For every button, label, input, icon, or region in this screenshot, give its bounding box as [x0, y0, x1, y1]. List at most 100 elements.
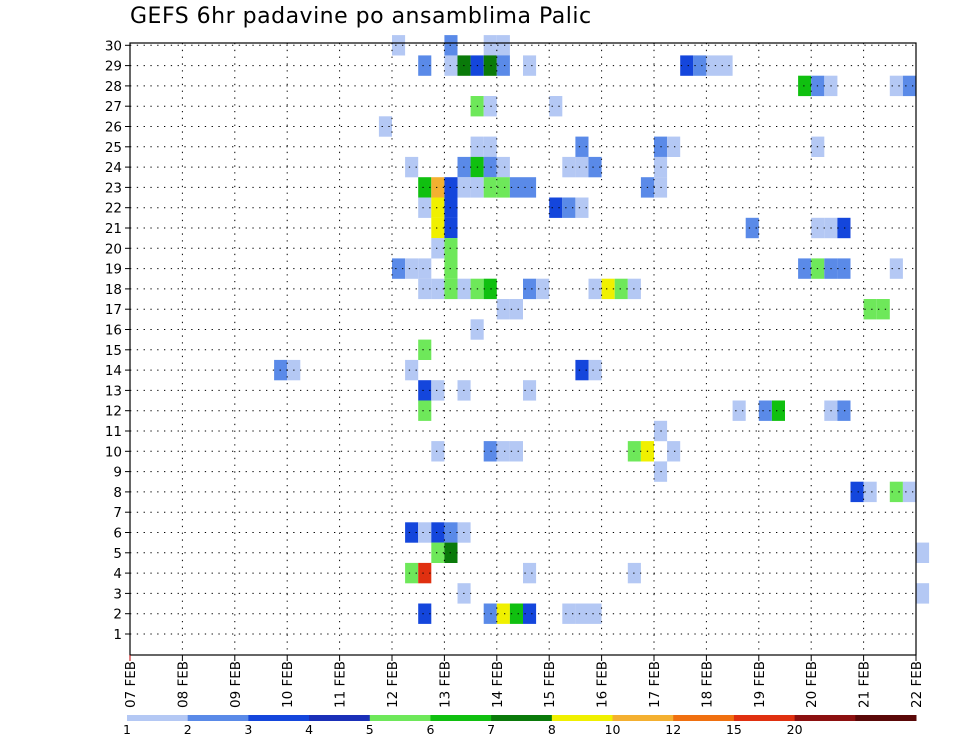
- heatmap-cell: [431, 278, 445, 300]
- colorbar-swatch: [855, 715, 917, 721]
- heatmap-cell: [418, 258, 432, 279]
- heatmap-cell: [575, 136, 589, 157]
- y-tick-label: 8: [113, 485, 122, 501]
- heatmap-cell: [889, 75, 903, 97]
- heatmap-cell: [745, 217, 759, 239]
- heatmap-cell: [405, 156, 419, 178]
- colorbar-swatch: [430, 715, 492, 721]
- heatmap-cell: [483, 441, 497, 462]
- heatmap-cells: [274, 35, 930, 624]
- y-tick-label: 5: [113, 546, 122, 562]
- x-tick-label: 12 FEB: [385, 661, 401, 708]
- y-tick-label: 2: [113, 607, 122, 623]
- heatmap-cell: [758, 400, 772, 421]
- heatmap-cell: [418, 380, 432, 401]
- heatmap-cell: [549, 197, 563, 218]
- x-tick-label: 07 FEB: [123, 661, 139, 708]
- colorbar-swatch: [612, 715, 674, 721]
- y-tick-label: 16: [105, 323, 122, 339]
- heatmap-cell: [392, 35, 406, 56]
- y-tick-label: 12: [105, 404, 122, 420]
- grid-lines: [130, 43, 916, 655]
- colorbar-label: 8: [548, 722, 556, 737]
- heatmap-cell: [889, 258, 903, 279]
- x-tick-label: 14 FEB: [490, 661, 506, 708]
- heatmap-cell: [483, 96, 497, 117]
- y-tick-label: 7: [113, 505, 122, 521]
- x-tick-label: 13 FEB: [437, 661, 453, 708]
- x-axis: 07 FEB 08 FEB 09 FEB 10 FEB 11 FEB 12 FEB 13 F…: [123, 655, 925, 708]
- y-tick-label: 1: [113, 627, 122, 643]
- heatmap-cell: [509, 603, 523, 624]
- y-tick-label: 27: [105, 99, 122, 115]
- y-tick-label: 26: [105, 120, 122, 136]
- heatmap-cell: [444, 35, 458, 56]
- heatmap-cell: [588, 278, 602, 300]
- x-tick-label: 22 FEB: [909, 661, 925, 708]
- heatmap-cell: [562, 603, 576, 624]
- y-tick-label: 6: [113, 526, 122, 542]
- heatmap-cell: [588, 359, 602, 381]
- colorbar-label: 2: [184, 722, 192, 737]
- colorbar-swatch: [248, 715, 310, 721]
- heatmap-cell: [588, 156, 602, 178]
- heatmap-cell: [444, 258, 458, 279]
- colorbar-swatch: [551, 715, 614, 721]
- y-tick-label: 29: [105, 59, 122, 75]
- x-tick-label: 16 FEB: [595, 661, 611, 708]
- heatmap-cell: [496, 35, 510, 56]
- heatmap-cell: [378, 116, 392, 137]
- heatmap-cell: [523, 380, 537, 401]
- heatmap-cell: [496, 441, 510, 462]
- heatmap-cell: [876, 299, 890, 320]
- heatmap-cell: [798, 258, 812, 279]
- heatmap-cell: [392, 258, 406, 279]
- heatmap-cell: [444, 197, 458, 218]
- heatmap-cell: [483, 55, 497, 76]
- heatmap-cell: [444, 55, 458, 76]
- heatmap-cell: [837, 217, 851, 239]
- y-tick-label: 30: [105, 38, 122, 54]
- heatmap-cell: [523, 603, 537, 624]
- colorbar-label: 5: [366, 722, 374, 737]
- heatmap-cell: [431, 177, 445, 198]
- heatmap-cell: [418, 278, 432, 300]
- y-tick-label: 4: [113, 566, 122, 582]
- colorbar-label: 12: [665, 722, 681, 737]
- colorbar-label: 15: [726, 722, 742, 737]
- heatmap-cell: [418, 177, 432, 198]
- x-tick-label: 18 FEB: [699, 661, 715, 708]
- y-tick-label: 18: [105, 282, 122, 298]
- heatmap-cell: [523, 562, 537, 584]
- heatmap-cell: [483, 35, 497, 56]
- heatmap-cell: [418, 562, 432, 584]
- plot-frame: [129, 42, 917, 656]
- heatmap-cell: [850, 481, 864, 503]
- heatmap-cell: [863, 481, 877, 503]
- heatmap-cell: [405, 522, 419, 543]
- heatmap-cell: [444, 522, 458, 543]
- heatmap-cell: [444, 542, 458, 563]
- heatmap-cell: [837, 400, 851, 421]
- heatmap-cell: [431, 197, 445, 218]
- heatmap-cell: [431, 238, 445, 259]
- heatmap-cell: [496, 55, 510, 76]
- x-tick-label: 17 FEB: [647, 661, 663, 708]
- colorbar-swatch: [673, 715, 735, 721]
- heatmap-cell: [509, 441, 523, 462]
- heatmap-cell: [405, 562, 419, 584]
- heatmap-cell: [509, 177, 523, 198]
- heatmap-cell: [523, 177, 537, 198]
- heatmap-cell: [902, 75, 916, 97]
- heatmap-cell: [496, 299, 510, 320]
- heatmap-cell: [863, 299, 877, 320]
- heatmap-cell: [444, 278, 458, 300]
- colorbar-swatch: [187, 715, 249, 721]
- heatmap-cell: [614, 278, 628, 300]
- heatmap-cell: [418, 400, 432, 421]
- y-tick-label: 13: [105, 383, 122, 399]
- y-tick-label: 21: [105, 221, 122, 237]
- heatmap-cell: [418, 197, 432, 218]
- heatmap-cell: [483, 177, 497, 198]
